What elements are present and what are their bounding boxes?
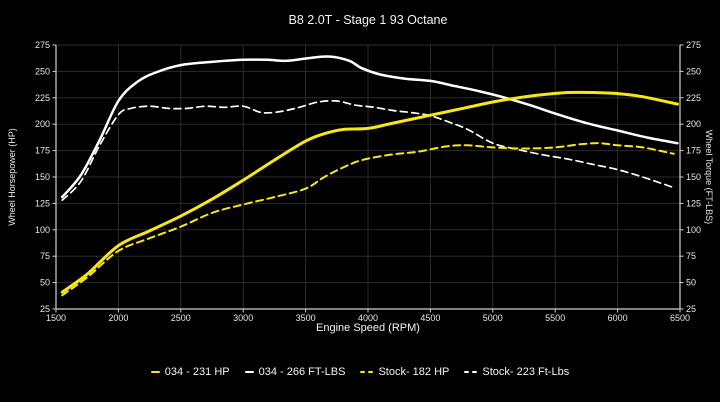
curve-tuned-torque: [60, 55, 679, 199]
x-tick-label: 1500: [46, 313, 66, 323]
x-axis-label: Engine Speed (RPM): [316, 322, 420, 334]
x-tick-label: 4000: [358, 313, 378, 323]
y-right-tick-label: 75: [686, 251, 696, 261]
y-left-tick-label: 200: [35, 119, 50, 129]
curve-stock-hp: [61, 142, 675, 297]
legend-label: Stock- 223 Ft-Lbs: [482, 366, 570, 378]
legend-item-tuned-torque: 034 - 266 FT-LBS: [244, 366, 346, 378]
y-left-tick-label: 225: [35, 93, 50, 103]
legend-label: Stock- 182 HP: [378, 366, 450, 378]
x-tick-label: 5500: [545, 313, 565, 323]
y-axis-label-right: Wheel Torque (FT-LBS): [704, 130, 714, 224]
x-tick-label: 2000: [108, 313, 128, 323]
y-left-tick-label: 150: [35, 172, 50, 182]
x-tick-label: 2500: [171, 313, 191, 323]
y-left-tick-label: 50: [40, 278, 50, 288]
y-right-tick-label: 25: [686, 304, 696, 314]
curve-stock-torque: [61, 99, 675, 202]
y-left-tick-label: 25: [40, 304, 50, 314]
x-tick-label: 3000: [233, 313, 253, 323]
y-right-tick-label: 200: [686, 119, 701, 129]
y-right-tick-label: 175: [686, 146, 701, 156]
chart-title: B8 2.0T - Stage 1 93 Octane: [288, 13, 448, 27]
y-right-tick-label: 100: [686, 225, 701, 235]
y-right-tick-label: 50: [686, 278, 696, 288]
legend-item-stock-torque: Stock- 223 Ft-Lbs: [464, 366, 569, 378]
x-tick-label: 6000: [608, 313, 628, 323]
x-tick-label: 6500: [670, 313, 690, 323]
legend-item-stock-hp: Stock- 182 HP: [360, 366, 449, 378]
legend-label: 034 - 231 HP: [164, 366, 230, 378]
y-right-tick-label: 125: [686, 198, 701, 208]
y-left-tick-label: 125: [35, 198, 50, 208]
grid-lines: [55, 44, 681, 310]
x-tick-label: 3500: [296, 313, 316, 323]
dashed-line-swatch-icon: [464, 371, 478, 373]
curves: [60, 55, 679, 297]
x-tick-label: 5000: [483, 313, 503, 323]
y-left-tick-label: 250: [35, 66, 50, 76]
y-left-tick-label: 100: [35, 225, 50, 235]
y-right-tick-label: 250: [686, 66, 701, 76]
dashed-line-swatch-icon: [360, 371, 374, 373]
solid-line-swatch-icon: [150, 371, 160, 373]
curve-tuned-hp: [60, 90, 679, 294]
y-right-tick-label: 150: [686, 172, 701, 182]
y-left-tick-label: 175: [35, 146, 50, 156]
y-right-tick-label: 225: [686, 93, 701, 103]
y-axis-label-left: Wheel Horsepower (HP): [7, 128, 17, 226]
legend-label: 034 - 266 FT-LBS: [258, 366, 346, 378]
legend: 034 - 231 HP 034 - 266 FT-LBS Stock- 182 H…: [0, 366, 720, 378]
y-right-tick-label: 275: [686, 40, 701, 50]
solid-line-swatch-icon: [244, 371, 254, 373]
axes: 1500 2000 2500 3000 3500 4000 4500 5000 5500 6000…: [35, 40, 701, 323]
legend-item-tuned-hp: 034 - 231 HP: [150, 366, 230, 378]
y-left-tick-label: 275: [35, 40, 50, 50]
y-left-tick-label: 75: [40, 251, 50, 261]
x-tick-label: 4500: [420, 313, 440, 323]
